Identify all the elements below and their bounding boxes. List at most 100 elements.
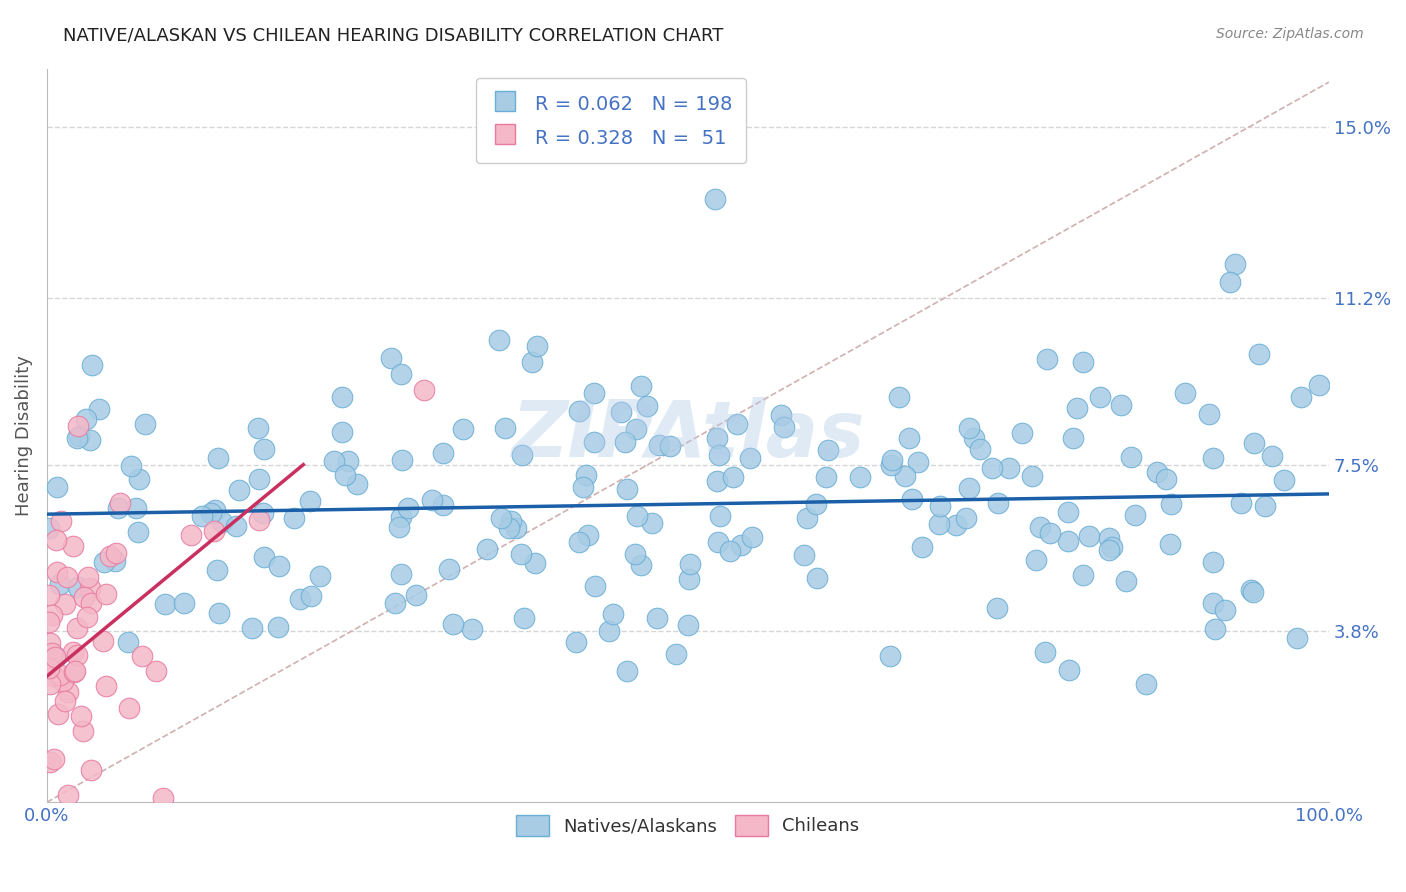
Point: [679, 557, 702, 571]
Point: [1289, 390, 1312, 404]
Point: [288, 592, 311, 607]
Point: [180, 528, 202, 542]
Point: [1272, 473, 1295, 487]
Point: [118, 701, 141, 715]
Point: [706, 431, 728, 445]
Point: [52, 673, 75, 688]
Point: [641, 516, 664, 530]
Point: [1033, 645, 1056, 659]
Point: [817, 443, 839, 458]
Point: [152, 790, 174, 805]
Point: [87, 401, 110, 416]
Point: [253, 442, 276, 456]
Point: [461, 622, 484, 636]
Point: [1021, 469, 1043, 483]
Point: [1071, 355, 1094, 369]
Point: [46, 565, 69, 579]
Point: [335, 468, 357, 483]
Point: [72, 723, 94, 738]
Point: [1135, 676, 1157, 690]
Point: [1115, 574, 1137, 589]
Point: [204, 502, 226, 516]
Point: [703, 192, 725, 206]
Point: [1160, 497, 1182, 511]
Point: [1057, 533, 1080, 548]
Point: [1198, 407, 1220, 421]
Point: [598, 624, 620, 639]
Point: [38, 661, 60, 675]
Point: [806, 571, 828, 585]
Point: [1247, 347, 1270, 361]
Point: [267, 620, 290, 634]
Point: [391, 510, 413, 524]
Point: [1101, 540, 1123, 554]
Point: [65, 664, 87, 678]
Point: [1154, 471, 1177, 485]
Point: [49, 577, 72, 591]
Point: [929, 499, 952, 513]
Point: [42, 668, 65, 682]
Point: [1286, 631, 1309, 645]
Point: [1066, 401, 1088, 415]
Point: [707, 535, 730, 549]
Point: [488, 333, 510, 347]
Point: [998, 460, 1021, 475]
Point: [128, 472, 150, 486]
Point: [610, 405, 633, 419]
Point: [1119, 450, 1142, 465]
Point: [1029, 519, 1052, 533]
Point: [73, 590, 96, 604]
Point: [108, 496, 131, 510]
Point: [706, 474, 728, 488]
Point: [65, 431, 87, 445]
Text: ZIPAtlas: ZIPAtlas: [512, 398, 865, 474]
Point: [80, 763, 103, 777]
Point: [1159, 537, 1181, 551]
Point: [330, 390, 353, 404]
Point: [49, 514, 72, 528]
Point: [323, 453, 346, 467]
Point: [665, 648, 688, 662]
Point: [987, 496, 1010, 510]
Point: [614, 435, 637, 450]
Point: [718, 544, 741, 558]
Point: [98, 549, 121, 564]
Point: [299, 589, 322, 603]
Point: [269, 559, 291, 574]
Point: [66, 622, 89, 636]
Point: [630, 379, 652, 393]
Point: [893, 469, 915, 483]
Point: [346, 477, 368, 491]
Point: [499, 514, 522, 528]
Point: [117, 634, 139, 648]
Point: [66, 580, 89, 594]
Point: [75, 411, 97, 425]
Point: [741, 530, 763, 544]
Point: [207, 450, 229, 465]
Point: [1201, 596, 1223, 610]
Point: [678, 572, 700, 586]
Text: Source: ZipAtlas.com: Source: ZipAtlas.com: [1216, 27, 1364, 41]
Point: [104, 554, 127, 568]
Point: [707, 449, 730, 463]
Point: [602, 607, 624, 621]
Point: [396, 500, 419, 515]
Point: [46, 480, 69, 494]
Point: [38, 636, 60, 650]
Point: [969, 442, 991, 456]
Point: [80, 596, 103, 610]
Point: [1201, 450, 1223, 465]
Point: [240, 621, 263, 635]
Point: [412, 384, 434, 398]
Point: [1036, 352, 1059, 367]
Point: [107, 500, 129, 515]
Point: [67, 419, 90, 434]
Point: [898, 431, 921, 445]
Point: [880, 458, 903, 473]
Point: [1123, 508, 1146, 522]
Point: [928, 517, 950, 532]
Point: [228, 483, 250, 498]
Point: [38, 615, 60, 629]
Point: [730, 538, 752, 552]
Point: [572, 480, 595, 494]
